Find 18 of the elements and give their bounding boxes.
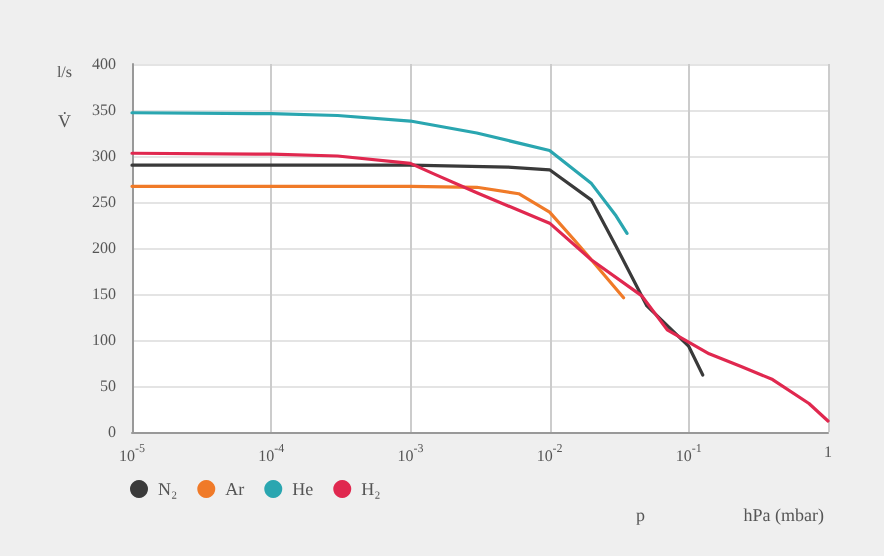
legend-label: N₂ (158, 479, 178, 499)
legend-label: He (292, 479, 314, 499)
y-tick-label: 300 (92, 147, 116, 165)
y-tick-label: 200 (92, 239, 116, 257)
x-tick-label: 1 (824, 443, 832, 461)
legend-label: Ar (225, 479, 245, 499)
y-axis-title: l/s (56, 63, 72, 81)
text: V̇ (58, 111, 72, 131)
y-tick-label: 50 (100, 377, 116, 395)
y-tick-label: 400 (92, 55, 116, 73)
y-tick-label: 0 (108, 423, 116, 441)
legend-label: H₂ (361, 479, 381, 499)
y-tick-label: 350 (92, 101, 116, 119)
text: p (636, 505, 646, 525)
y-tick-label: 150 (92, 285, 116, 303)
x-axis-title: hPa (mbar) (743, 505, 825, 525)
y-tick-label: 250 (92, 193, 116, 211)
y-tick-label: 100 (92, 331, 116, 349)
